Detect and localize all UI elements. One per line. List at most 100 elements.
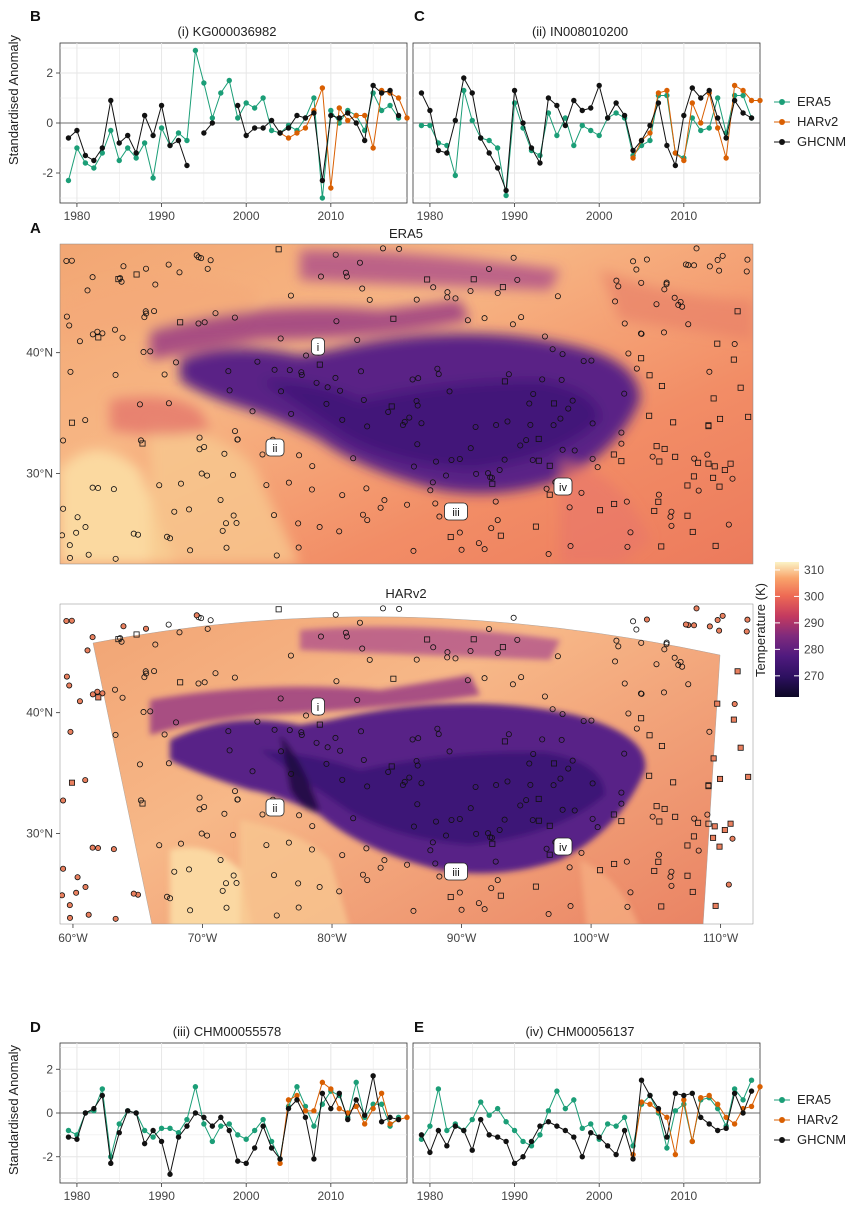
station-marker: [152, 641, 159, 648]
data-point: [209, 1138, 216, 1145]
data-point: [647, 1092, 653, 1099]
station-marker: [231, 674, 238, 681]
station-marker: [434, 365, 441, 372]
station-marker: [156, 482, 163, 489]
station-marker: [731, 341, 738, 348]
station-marker: [458, 546, 465, 553]
station-marker: [415, 735, 422, 742]
station-marker: [66, 554, 73, 561]
station-marker: [198, 830, 205, 837]
data-point: [150, 1134, 156, 1140]
data-point: [328, 1086, 334, 1092]
station-marker: [510, 254, 517, 261]
station-marker: [95, 845, 102, 852]
station-marker: [156, 842, 163, 849]
station-marker: [171, 508, 178, 515]
data-point: [192, 47, 199, 54]
station-marker: [95, 334, 102, 341]
station-marker: [660, 329, 667, 336]
station-marker: [545, 551, 552, 558]
station-marker: [89, 484, 96, 491]
station-marker: [68, 257, 75, 264]
data-point: [588, 1129, 594, 1136]
data-point: [706, 125, 712, 131]
x-tick-label: 2000: [233, 209, 260, 223]
station-marker: [323, 760, 330, 767]
station-marker: [223, 544, 230, 551]
station-marker: [638, 690, 645, 697]
data-point: [740, 1097, 746, 1103]
station-marker: [539, 736, 546, 743]
station-marker: [731, 701, 738, 708]
station-marker: [82, 524, 89, 531]
station-marker: [505, 371, 512, 378]
y-tick-label: -2: [42, 166, 53, 180]
station-marker: [164, 533, 171, 540]
data-point: [277, 1156, 283, 1162]
data-point: [503, 192, 509, 199]
data-point: [757, 97, 763, 104]
data-point: [251, 105, 258, 111]
colorbar-tick-label: 300: [804, 589, 824, 603]
station-marker: [649, 453, 656, 460]
station-marker: [501, 378, 508, 385]
data-point: [209, 115, 216, 121]
station-marker: [486, 265, 493, 272]
station-label: ii: [273, 443, 278, 455]
station-marker: [452, 655, 459, 662]
station-marker: [249, 768, 256, 775]
station-marker: [295, 880, 302, 887]
data-point: [571, 142, 577, 149]
station-marker: [273, 552, 280, 559]
station-marker: [221, 810, 228, 817]
station-marker: [429, 839, 436, 846]
station-marker: [177, 840, 184, 847]
legend-label-ghcnm: GHCNM: [797, 1132, 846, 1147]
station-marker: [691, 815, 698, 822]
station-marker: [136, 761, 143, 768]
data-point: [494, 145, 501, 151]
data-point: [141, 1127, 148, 1134]
data-point: [65, 1127, 72, 1134]
station-label-box: [553, 837, 573, 856]
data-point: [461, 87, 467, 94]
data-point: [427, 122, 433, 129]
station-marker: [689, 528, 696, 535]
station-marker: [332, 374, 339, 381]
data-point: [588, 105, 594, 111]
data-point: [226, 1127, 232, 1134]
station-marker: [569, 397, 576, 404]
station-marker: [316, 524, 323, 531]
station-marker: [67, 728, 74, 735]
station-marker: [342, 269, 349, 276]
station-marker: [473, 470, 480, 477]
station-marker: [730, 716, 737, 723]
legend-label-ghcnm: GHCNM: [797, 134, 846, 149]
station-marker: [529, 457, 536, 464]
data-point: [731, 1090, 738, 1097]
station-marker: [571, 807, 578, 814]
station-marker: [549, 706, 556, 713]
data-point: [672, 150, 679, 156]
data-point: [520, 120, 526, 126]
station-marker: [76, 698, 83, 705]
station-marker: [611, 500, 618, 507]
station-marker: [413, 398, 420, 405]
data-point: [184, 137, 190, 144]
station-marker: [655, 498, 662, 505]
station-marker: [653, 803, 660, 810]
station-marker: [618, 818, 625, 825]
station-marker: [120, 263, 127, 270]
station-marker: [60, 505, 67, 512]
data-point: [621, 112, 628, 119]
data-point: [387, 1114, 393, 1121]
station-marker: [589, 780, 596, 787]
station-marker: [691, 622, 698, 629]
data-point: [714, 1127, 721, 1134]
station-marker: [298, 369, 305, 376]
data-point: [604, 115, 611, 121]
station-marker: [332, 734, 339, 741]
station-marker: [60, 532, 66, 539]
station-marker: [177, 679, 184, 686]
lon-tick-label: 110°W: [703, 931, 739, 945]
